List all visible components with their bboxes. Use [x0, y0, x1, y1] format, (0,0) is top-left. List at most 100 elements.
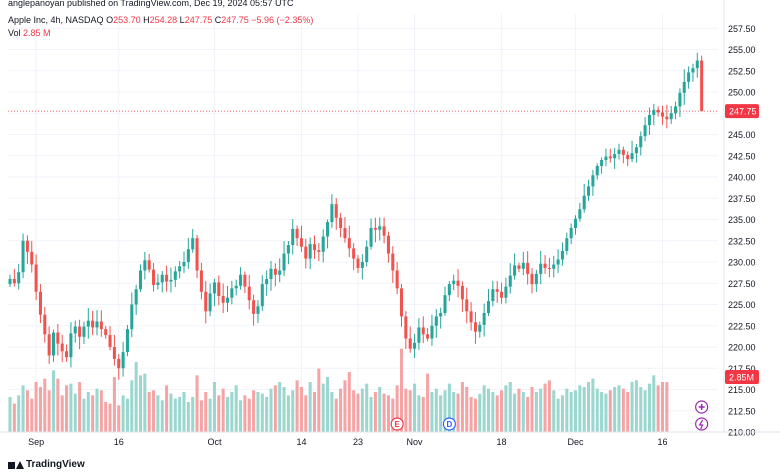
volume-bar [413, 383, 417, 432]
candle-body [191, 238, 195, 250]
candle-body [334, 204, 338, 218]
candle-body [613, 154, 617, 159]
candle-body [591, 175, 595, 187]
volume-bar [495, 395, 499, 432]
candle-body [626, 154, 630, 160]
candle-body [656, 109, 660, 113]
volume-bar [613, 387, 617, 432]
price-axis[interactable]: 257.50255.00252.50250.00247.50245.00242.… [723, 0, 759, 438]
candle-body [273, 268, 277, 275]
volume-bar [112, 377, 116, 432]
volume-bar [178, 397, 182, 432]
candles [8, 52, 718, 380]
candle-body [91, 320, 95, 328]
volume-bar [212, 382, 216, 432]
candle-body [543, 263, 547, 268]
candle-body [265, 279, 269, 285]
volume-bar [12, 403, 16, 432]
volume-bar [282, 387, 286, 432]
volume-bar [534, 392, 538, 432]
volume-bar [391, 398, 395, 432]
time-tick-label: 18 [497, 437, 507, 447]
candle-body [138, 270, 143, 290]
volume-bar [47, 390, 51, 432]
volume-label[interactable]: Vol [8, 28, 21, 38]
volume-bar [630, 382, 634, 432]
candle-body [51, 332, 56, 356]
volume-bar [595, 388, 599, 432]
volume-bar [352, 390, 356, 432]
price-tick-label: 215.00 [728, 385, 756, 395]
volume-bar [165, 385, 169, 432]
volume-bar [395, 385, 399, 432]
volume-bar [51, 370, 56, 432]
volume-bar [278, 382, 282, 432]
volume-bar [565, 388, 569, 432]
candle-body [421, 327, 425, 335]
candle-body [186, 249, 190, 262]
candle-body [491, 289, 495, 302]
volume-bar [38, 387, 42, 432]
volume-bar [508, 382, 512, 432]
price-tick-label: 212.50 [728, 406, 756, 416]
volume-bar [478, 393, 482, 432]
tradingview-brand[interactable]: TradingView [8, 459, 85, 470]
candle-body [17, 272, 21, 284]
candle-body [38, 291, 42, 315]
candle-body [243, 274, 247, 287]
candle-body [547, 267, 551, 269]
volume-bar [25, 390, 29, 432]
price-tick-label: 250.00 [728, 88, 756, 98]
candle-body [373, 228, 377, 230]
volume-bar [208, 398, 212, 432]
time-axis[interactable]: Sep 16 Oct 14 23 Nov 18 Dec 16 [0, 431, 780, 447]
volume-bar [473, 398, 477, 432]
candle-body [108, 335, 112, 347]
volume-bar [225, 397, 230, 432]
candle-body [482, 313, 486, 325]
candle-body [182, 262, 186, 267]
volume-bar [130, 380, 134, 432]
symbol-name[interactable]: Apple Inc, 4h, NASDAQ [8, 15, 104, 25]
candle-body [530, 273, 534, 285]
volume-bar [169, 393, 173, 432]
volume-bar [634, 380, 638, 432]
candle-body [495, 289, 499, 292]
volume-bar [143, 373, 147, 432]
candle-body [156, 282, 160, 285]
price-tick-label: 225.00 [728, 300, 756, 310]
candle-body [539, 263, 543, 274]
volume-bar [56, 378, 60, 432]
candle-body [404, 316, 408, 339]
price-tick-label: 235.00 [728, 215, 756, 225]
candle-body [369, 228, 373, 247]
volume-bar [299, 387, 303, 432]
candle-body [508, 275, 512, 287]
time-tick-label: 23 [353, 437, 363, 447]
candle-body [178, 266, 182, 272]
volume-bar [330, 392, 334, 432]
ohlc-legend: Apple Inc, 4h, NASDAQ O253.70 H254.28 L2… [8, 15, 313, 25]
volume-bar [304, 395, 308, 432]
volume-bar [521, 392, 525, 432]
candle-body [195, 238, 199, 271]
candle-body [256, 306, 260, 314]
candle-body [700, 60, 704, 112]
volume-bar [430, 392, 434, 432]
volume-bar [147, 392, 151, 432]
candle-body [521, 262, 525, 269]
volume-bar [217, 395, 221, 432]
volume-bar [582, 387, 586, 432]
volume-bar [439, 395, 443, 432]
candle-body [199, 270, 203, 292]
candle-body [304, 246, 308, 259]
candle-body [447, 284, 451, 296]
volume-bar [604, 393, 608, 432]
candle-body [208, 293, 212, 312]
candle-body [65, 351, 69, 358]
candle-body [643, 125, 647, 137]
candle-body [282, 253, 286, 271]
volume-bar [239, 400, 243, 432]
volume-bar [273, 385, 277, 432]
